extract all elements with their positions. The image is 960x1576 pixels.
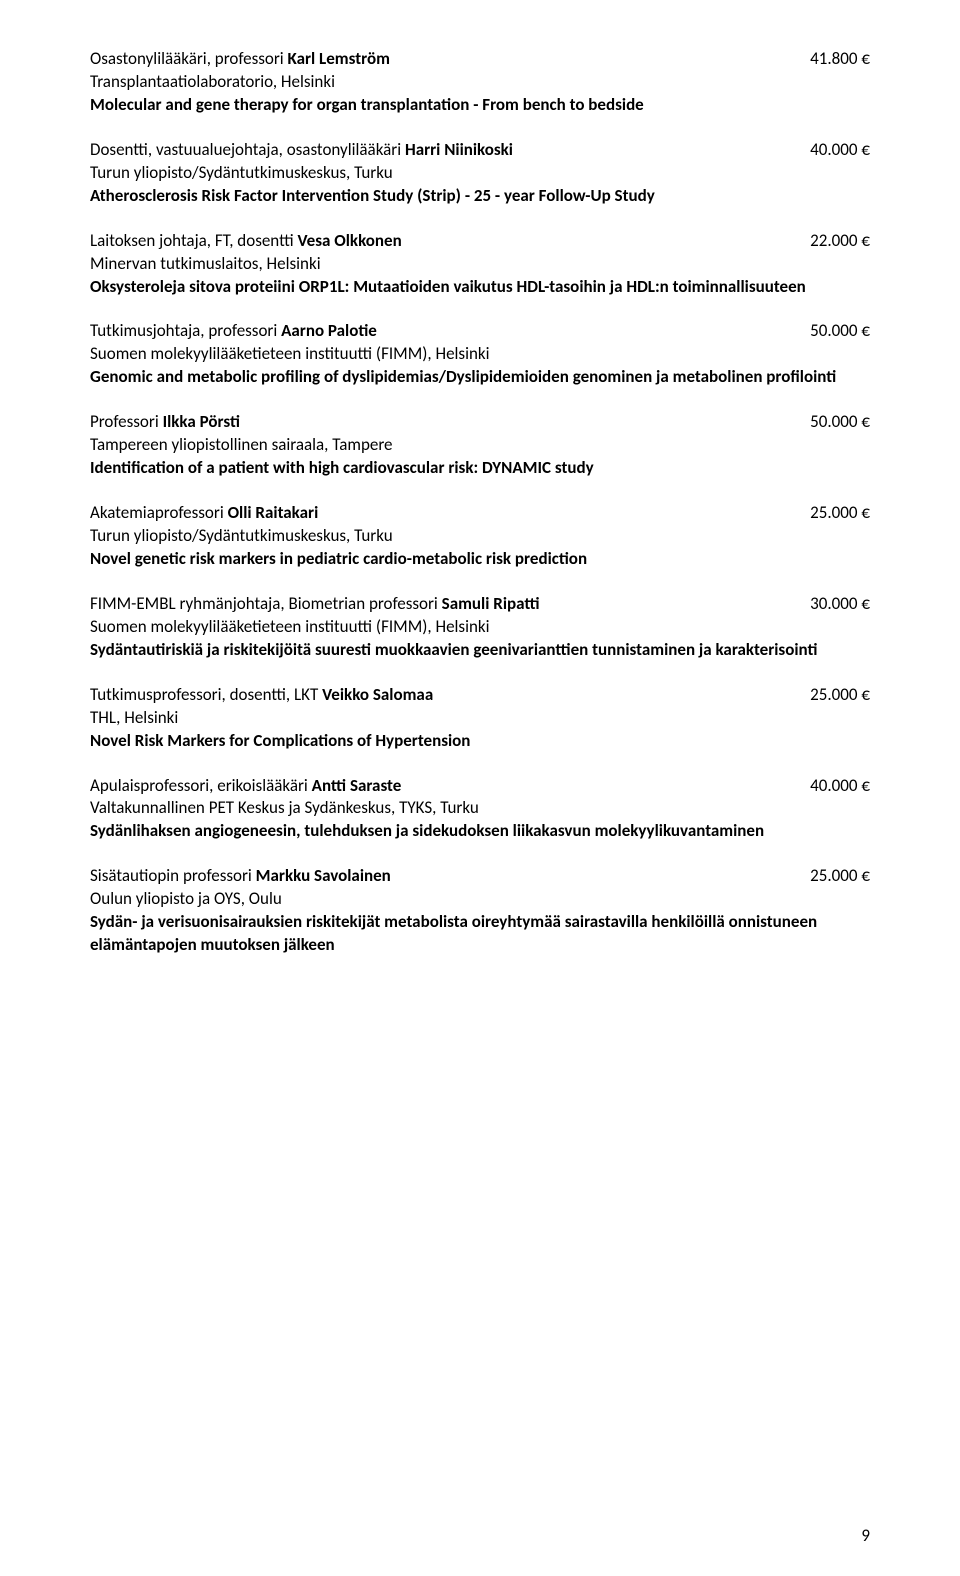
- person-name: Vesa Olkkonen: [297, 230, 401, 251]
- entry-headline-row: Dosentti, vastuualuejohtaja, osastonylil…: [90, 139, 870, 162]
- role-text: Dosentti, vastuualuejohtaja, osastonylil…: [90, 139, 405, 160]
- entry-headline: Osastonylilääkäri, professori Karl Lemst…: [90, 48, 810, 71]
- project-title: Genomic and metabolic profiling of dysli…: [90, 366, 870, 389]
- page-number: 9: [861, 1525, 870, 1546]
- entry-headline-row: Tutkimusjohtaja, professori Aarno Paloti…: [90, 320, 870, 343]
- entry-headline: Laitoksen johtaja, FT, dosentti Vesa Olk…: [90, 230, 810, 253]
- grant-entry: FIMM-EMBL ryhmänjohtaja, Biometrian prof…: [90, 593, 870, 662]
- entry-headline-row: FIMM-EMBL ryhmänjohtaja, Biometrian prof…: [90, 593, 870, 616]
- role-text: Laitoksen johtaja, FT, dosentti: [90, 230, 297, 251]
- person-name: Samuli Ripatti: [442, 593, 540, 614]
- role-text: Professori: [90, 411, 163, 432]
- grant-amount: 41.800 €: [810, 48, 870, 71]
- role-text: Apulaisprofessori, erikoislääkäri: [90, 775, 312, 796]
- role-text: Akatemiaprofessori: [90, 502, 228, 523]
- entry-headline-row: Osastonylilääkäri, professori Karl Lemst…: [90, 48, 870, 71]
- grant-amount: 50.000 €: [810, 411, 870, 434]
- role-text: Osastonylilääkäri, professori: [90, 48, 288, 69]
- project-title: Molecular and gene therapy for organ tra…: [90, 94, 870, 117]
- grant-entry: Tutkimusjohtaja, professori Aarno Paloti…: [90, 320, 870, 389]
- grant-amount: 25.000 €: [810, 865, 870, 888]
- person-name: Aarno Palotie: [281, 320, 377, 341]
- person-name: Olli Raitakari: [228, 502, 319, 523]
- affiliation: Suomen molekyylilääketieteen instituutti…: [90, 616, 870, 639]
- grant-entry: Akatemiaprofessori Olli Raitakari25.000 …: [90, 502, 870, 571]
- role-text: Tutkimusprofessori, dosentti, LKT: [90, 684, 322, 705]
- affiliation: Tampereen yliopistollinen sairaala, Tamp…: [90, 434, 870, 457]
- project-title: Novel Risk Markers for Complications of …: [90, 730, 870, 753]
- affiliation: Turun yliopisto/Sydäntutkimuskeskus, Tur…: [90, 162, 870, 185]
- affiliation: Turun yliopisto/Sydäntutkimuskeskus, Tur…: [90, 525, 870, 548]
- project-title: Sydäntautiriskiä ja riskitekijöitä suure…: [90, 639, 870, 662]
- entry-headline-row: Professori Ilkka Pörsti50.000 €: [90, 411, 870, 434]
- page: Osastonylilääkäri, professori Karl Lemst…: [0, 0, 960, 1576]
- grant-entry: Apulaisprofessori, erikoislääkäri Antti …: [90, 775, 870, 844]
- person-name: Markku Savolainen: [256, 865, 391, 886]
- entry-headline-row: Tutkimusprofessori, dosentti, LKT Veikko…: [90, 684, 870, 707]
- grant-amount: 40.000 €: [810, 139, 870, 162]
- affiliation: Oulun yliopisto ja OYS, Oulu: [90, 888, 870, 911]
- entry-headline: Dosentti, vastuualuejohtaja, osastonylil…: [90, 139, 810, 162]
- project-title: Novel genetic risk markers in pediatric …: [90, 548, 870, 571]
- person-name: Karl Lemström: [288, 48, 390, 69]
- entry-headline-row: Laitoksen johtaja, FT, dosentti Vesa Olk…: [90, 230, 870, 253]
- person-name: Veikko Salomaa: [322, 684, 433, 705]
- project-title: Atherosclerosis Risk Factor Intervention…: [90, 185, 870, 208]
- grant-entry: Dosentti, vastuualuejohtaja, osastonylil…: [90, 139, 870, 208]
- project-title: Oksysteroleja sitova proteiini ORP1L: Mu…: [90, 276, 870, 299]
- grant-entry: Osastonylilääkäri, professori Karl Lemst…: [90, 48, 870, 117]
- entry-headline: Professori Ilkka Pörsti: [90, 411, 810, 434]
- affiliation: Suomen molekyylilääketieteen instituutti…: [90, 343, 870, 366]
- grant-entry: Professori Ilkka Pörsti50.000 €Tampereen…: [90, 411, 870, 480]
- role-text: Tutkimusjohtaja, professori: [90, 320, 281, 341]
- grant-amount: 22.000 €: [810, 230, 870, 253]
- entry-headline: Tutkimusjohtaja, professori Aarno Paloti…: [90, 320, 810, 343]
- person-name: Antti Saraste: [312, 775, 402, 796]
- role-text: Sisätautiopin professori: [90, 865, 256, 886]
- project-title: Sydän- ja verisuonisairauksien riskiteki…: [90, 911, 870, 957]
- entry-headline-row: Sisätautiopin professori Markku Savolain…: [90, 865, 870, 888]
- grant-amount: 40.000 €: [810, 775, 870, 798]
- affiliation: Valtakunnallinen PET Keskus ja Sydänkesk…: [90, 797, 870, 820]
- grant-entry: Sisätautiopin professori Markku Savolain…: [90, 865, 870, 957]
- entry-headline-row: Apulaisprofessori, erikoislääkäri Antti …: [90, 775, 870, 798]
- grant-amount: 50.000 €: [810, 320, 870, 343]
- grant-amount: 25.000 €: [810, 684, 870, 707]
- entry-headline: Akatemiaprofessori Olli Raitakari: [90, 502, 810, 525]
- affiliation: Minervan tutkimuslaitos, Helsinki: [90, 253, 870, 276]
- role-text: FIMM-EMBL ryhmänjohtaja, Biometrian prof…: [90, 593, 442, 614]
- affiliation: THL, Helsinki: [90, 707, 870, 730]
- entry-headline: Sisätautiopin professori Markku Savolain…: [90, 865, 810, 888]
- entry-headline-row: Akatemiaprofessori Olli Raitakari25.000 …: [90, 502, 870, 525]
- entry-headline: Tutkimusprofessori, dosentti, LKT Veikko…: [90, 684, 810, 707]
- affiliation: Transplantaatiolaboratorio, Helsinki: [90, 71, 870, 94]
- grant-amount: 25.000 €: [810, 502, 870, 525]
- entry-headline: FIMM-EMBL ryhmänjohtaja, Biometrian prof…: [90, 593, 810, 616]
- project-title: Sydänlihaksen angiogeneesin, tulehduksen…: [90, 820, 870, 843]
- grant-entry: Tutkimusprofessori, dosentti, LKT Veikko…: [90, 684, 870, 753]
- grant-amount: 30.000 €: [810, 593, 870, 616]
- person-name: Ilkka Pörsti: [163, 411, 240, 432]
- entries-container: Osastonylilääkäri, professori Karl Lemst…: [90, 48, 870, 957]
- grant-entry: Laitoksen johtaja, FT, dosentti Vesa Olk…: [90, 230, 870, 299]
- entry-headline: Apulaisprofessori, erikoislääkäri Antti …: [90, 775, 810, 798]
- project-title: Identification of a patient with high ca…: [90, 457, 870, 480]
- person-name: Harri Niinikoski: [405, 139, 513, 160]
